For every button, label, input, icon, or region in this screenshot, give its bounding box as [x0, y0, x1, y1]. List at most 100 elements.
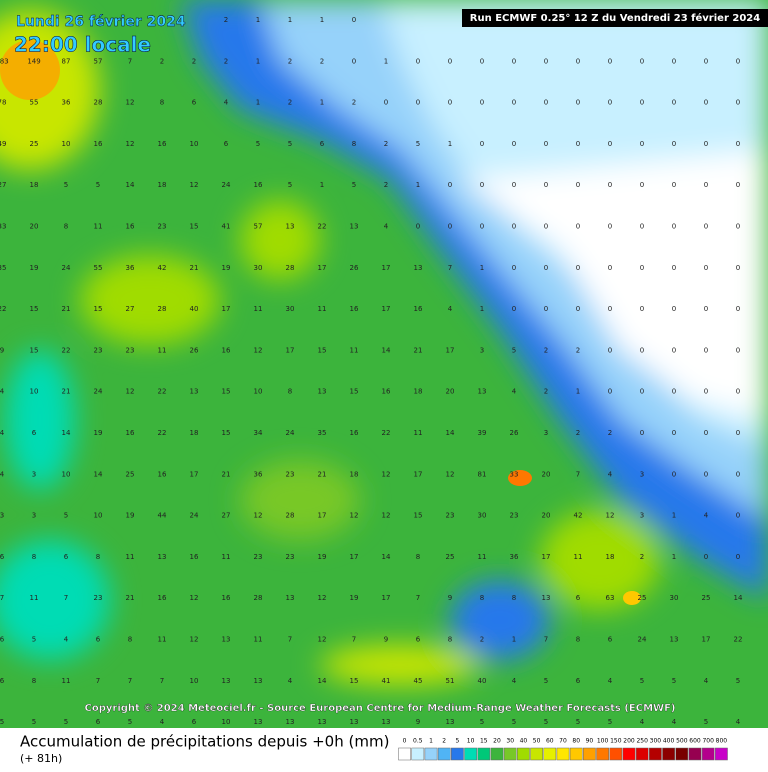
grid-value: 8 — [448, 636, 452, 644]
grid-value: 8 — [96, 553, 100, 561]
grid-value: 0 — [704, 264, 708, 272]
grid-value: 5 — [64, 181, 68, 189]
grid-value: 24 — [222, 181, 231, 189]
grid-value: 11 — [254, 636, 263, 644]
precip-field — [0, 0, 768, 728]
grid-value: 19 — [94, 429, 103, 437]
grid-value: 0 — [672, 223, 676, 231]
grid-value: 17 — [414, 470, 423, 478]
grid-value: 21 — [62, 388, 71, 396]
grid-value: 18 — [158, 181, 167, 189]
grid-value: 0 — [608, 346, 612, 354]
grid-value: 23 — [286, 470, 295, 478]
legend-label: 10 — [467, 738, 475, 745]
grid-value: 5 — [256, 140, 260, 148]
legend-swatch — [622, 747, 636, 761]
grid-value: 12 — [190, 636, 199, 644]
grid-value: 16 — [382, 388, 391, 396]
legend-label: 600 — [689, 738, 701, 745]
grid-value: 18 — [606, 553, 615, 561]
grid-value: 22 — [734, 636, 743, 644]
grid-value: 5 — [128, 718, 132, 726]
footer-title: Accumulation de précipitations depuis +0… — [20, 733, 389, 751]
grid-value: 27 — [126, 305, 135, 313]
grid-value: 78 — [0, 99, 6, 107]
grid-value: 7 — [352, 636, 356, 644]
grid-value: 0 — [704, 99, 708, 107]
grid-value: 9 — [416, 718, 420, 726]
grid-value: 63 — [606, 594, 615, 602]
grid-value: 57 — [254, 223, 263, 231]
grid-value: 0 — [672, 388, 676, 396]
grid-value: 4 — [640, 718, 645, 726]
grid-value: 23 — [126, 346, 135, 354]
grid-value: 8 — [288, 388, 292, 396]
grid-value: 0 — [736, 264, 740, 272]
grid-value: 0 — [736, 140, 740, 148]
legend-label: 800 — [716, 738, 728, 745]
grid-value: 6 — [192, 718, 197, 726]
grid-value: 6 — [0, 553, 5, 561]
grid-value: 17 — [382, 264, 391, 272]
grid-value: 10 — [30, 388, 39, 396]
grid-value: 16 — [254, 181, 263, 189]
grid-value: 0 — [736, 429, 740, 437]
grid-value: 3 — [640, 470, 644, 478]
grid-value: 13 — [350, 223, 359, 231]
grid-value: 24 — [62, 264, 71, 272]
grid-value: 11 — [62, 677, 71, 685]
grid-value: 1 — [288, 16, 292, 24]
legend-label: 90 — [586, 738, 594, 745]
grid-value: 1 — [416, 181, 420, 189]
grid-value: 42 — [574, 512, 583, 520]
grid-value: 10 — [254, 388, 263, 396]
grid-value: 5 — [0, 718, 4, 726]
grid-value: 14 — [62, 429, 71, 437]
grid-value: 11 — [30, 594, 39, 602]
grid-value: 0 — [608, 99, 612, 107]
grid-value: 1 — [320, 99, 324, 107]
grid-value: 81 — [478, 470, 487, 478]
grid-value: 0 — [576, 99, 580, 107]
grid-value: 2 — [224, 57, 228, 65]
forecast-time: 22:00 locale — [14, 33, 151, 57]
grid-value: 0 — [512, 99, 516, 107]
grid-value: 0 — [672, 264, 676, 272]
grid-value: 13 — [190, 388, 199, 396]
grid-value: 0 — [672, 346, 676, 354]
grid-value: 0 — [704, 223, 708, 231]
grid-value: 26 — [350, 264, 359, 272]
grid-value: 0 — [512, 140, 516, 148]
legend-swatch — [451, 747, 464, 761]
grid-value: 10 — [190, 677, 199, 685]
grid-value: 13 — [158, 553, 167, 561]
grid-value: 8 — [160, 99, 164, 107]
grid-value: 6 — [0, 636, 5, 644]
grid-value: 5 — [672, 677, 676, 685]
grid-value: 2 — [608, 429, 612, 437]
grid-value: 40 — [478, 677, 487, 685]
grid-value: 11 — [574, 553, 583, 561]
grid-value: 11 — [222, 553, 231, 561]
grid-value: 0 — [736, 181, 740, 189]
grid-value: 7 — [128, 57, 132, 65]
grid-value: 11 — [126, 553, 135, 561]
grid-value: 23 — [446, 512, 455, 520]
grid-value: 15 — [350, 388, 359, 396]
legend-swatch — [437, 747, 451, 761]
grid-value: 2 — [544, 346, 548, 354]
grid-value: 0 — [704, 346, 708, 354]
grid-value: 0 — [672, 305, 676, 313]
legend-label: 40 — [520, 738, 528, 745]
grid-value: 22 — [318, 223, 327, 231]
legend-swatch — [424, 747, 438, 761]
grid-value: 24 — [638, 636, 647, 644]
grid-value: 0 — [736, 388, 740, 396]
grid-value: 17 — [350, 553, 359, 561]
grid-value: 5 — [512, 346, 516, 354]
grid-value: 0 — [608, 305, 612, 313]
grid-value: 14 — [446, 429, 455, 437]
grid-value: 33 — [510, 470, 519, 478]
grid-value: 0 — [576, 140, 580, 148]
grid-value: 0 — [704, 305, 708, 313]
